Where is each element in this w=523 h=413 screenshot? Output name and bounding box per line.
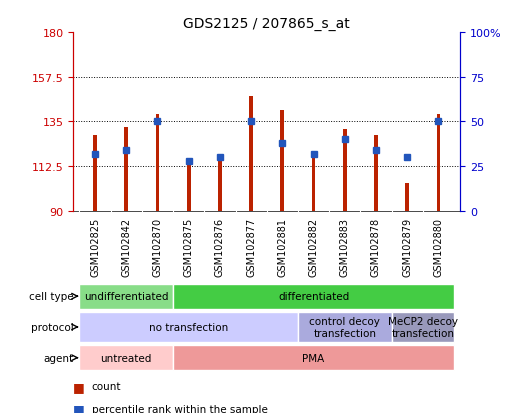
Bar [405, 183, 409, 211]
Bar [437, 114, 440, 211]
Text: MeCP2 decoy
transfection: MeCP2 decoy transfection [388, 316, 458, 338]
Text: GSM102825: GSM102825 [90, 217, 100, 276]
Text: untreated: untreated [100, 353, 152, 363]
Bar [218, 156, 222, 211]
Bar [249, 96, 253, 211]
Bar [298, 312, 392, 342]
Text: percentile rank within the sample: percentile rank within the sample [92, 404, 267, 413]
Bar [79, 284, 173, 309]
Bar [312, 156, 315, 211]
Text: cell type: cell type [29, 292, 74, 301]
Text: ■: ■ [73, 402, 85, 413]
Text: PMA: PMA [302, 353, 325, 363]
Bar [173, 345, 454, 370]
Text: GSM102880: GSM102880 [434, 217, 444, 276]
Text: count: count [92, 381, 121, 391]
Bar [93, 136, 97, 211]
Bar [280, 110, 284, 211]
Bar [343, 130, 347, 211]
Text: ■: ■ [73, 380, 85, 393]
Text: GSM102883: GSM102883 [340, 217, 350, 276]
Bar [79, 312, 298, 342]
Text: GSM102877: GSM102877 [246, 217, 256, 276]
Bar [156, 114, 160, 211]
Text: GSM102876: GSM102876 [215, 217, 225, 276]
Text: control decoy
transfection: control decoy transfection [309, 316, 380, 338]
Bar [392, 312, 454, 342]
Bar [124, 128, 128, 211]
Text: GSM102878: GSM102878 [371, 217, 381, 276]
Text: GSM102882: GSM102882 [309, 217, 319, 276]
Text: agent: agent [44, 353, 74, 363]
Text: GSM102875: GSM102875 [184, 217, 194, 276]
Bar [187, 160, 190, 211]
Text: GSM102870: GSM102870 [153, 217, 163, 276]
Text: GSM102842: GSM102842 [121, 217, 131, 276]
Bar [173, 284, 454, 309]
Text: no transfection: no transfection [149, 322, 229, 332]
Bar [79, 345, 173, 370]
Bar [374, 136, 378, 211]
Text: GSM102881: GSM102881 [277, 217, 287, 276]
Text: protocol: protocol [31, 322, 74, 332]
Text: undifferentiated: undifferentiated [84, 292, 168, 301]
Text: differentiated: differentiated [278, 292, 349, 301]
Text: GSM102879: GSM102879 [402, 217, 412, 276]
Title: GDS2125 / 207865_s_at: GDS2125 / 207865_s_at [184, 17, 350, 31]
